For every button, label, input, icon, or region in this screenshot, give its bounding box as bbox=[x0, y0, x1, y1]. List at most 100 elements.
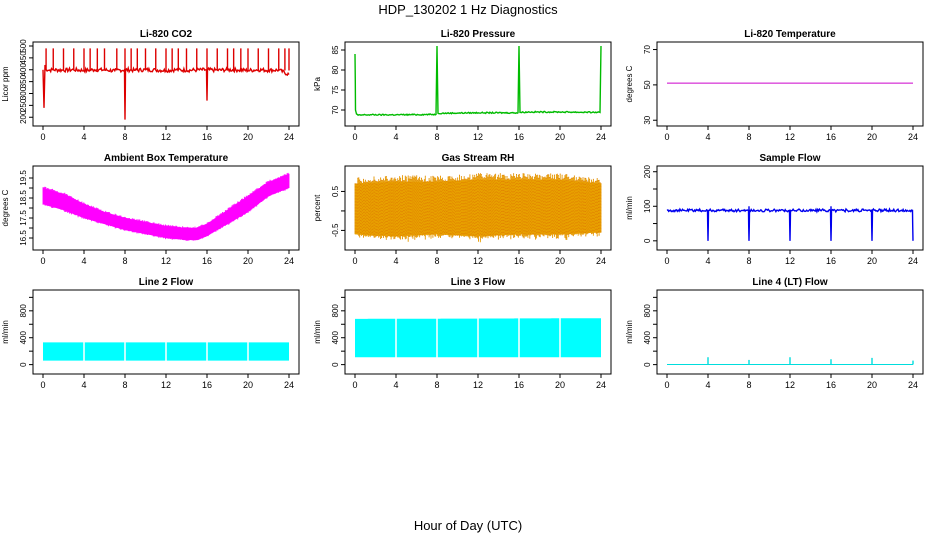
x-tick-label: 4 bbox=[81, 380, 86, 390]
x-tick-label: 4 bbox=[705, 132, 710, 142]
data-layer bbox=[354, 173, 602, 243]
y-tick-label: 200 bbox=[643, 165, 652, 179]
y-tick-label: 30 bbox=[643, 115, 652, 124]
x-tick-label: 8 bbox=[746, 132, 751, 142]
y-tick-label: 75 bbox=[331, 85, 340, 94]
y-axis-label: degrees C bbox=[625, 65, 634, 102]
x-tick-label: 0 bbox=[352, 380, 357, 390]
x-tick-label: 16 bbox=[202, 132, 212, 142]
y-axis-label: degrees C bbox=[1, 189, 10, 226]
x-tick-label: 20 bbox=[243, 132, 253, 142]
x-tick-label: 4 bbox=[705, 256, 710, 266]
y-tick-label: 100 bbox=[643, 199, 652, 213]
x-tick-label: 20 bbox=[867, 380, 877, 390]
y-axis-label: ml/min bbox=[625, 196, 634, 220]
y-tick-label: 17.5 bbox=[19, 210, 28, 226]
y-axis-label: ml/min bbox=[313, 320, 322, 344]
y-tick-label: 200 bbox=[19, 110, 28, 124]
y-tick-label: 400 bbox=[643, 330, 652, 344]
data-noise-texture bbox=[354, 173, 602, 243]
x-tick-label: 4 bbox=[393, 256, 398, 266]
x-tick-label: 0 bbox=[664, 256, 669, 266]
y-tick-label: 800 bbox=[331, 304, 340, 318]
x-tick-label: 0 bbox=[40, 380, 45, 390]
x-tick-label: 8 bbox=[434, 132, 439, 142]
y-tick-label: 450 bbox=[19, 51, 28, 65]
data-line bbox=[666, 207, 914, 241]
y-tick-label: 400 bbox=[331, 330, 340, 344]
y-tick-label: 0 bbox=[331, 362, 340, 367]
panel-title: Li-820 Temperature bbox=[744, 29, 836, 40]
x-tick-label: 24 bbox=[596, 380, 606, 390]
data-layer bbox=[667, 357, 914, 365]
plot-frame bbox=[656, 41, 924, 127]
y-tick-label: 400 bbox=[19, 330, 28, 344]
y-tick-label: 800 bbox=[643, 304, 652, 318]
data-noise bbox=[42, 172, 290, 241]
x-tick-label: 24 bbox=[908, 256, 918, 266]
x-tick-label: 24 bbox=[596, 256, 606, 266]
y-tick-label: 19.5 bbox=[19, 170, 28, 186]
data-layer bbox=[42, 48, 290, 120]
x-tick-label: 4 bbox=[705, 380, 710, 390]
panel-8: Line 3 Flow ml/min 0 4 8 12 16 20 24 0 400 800 bbox=[313, 277, 612, 390]
x-tick-label: 0 bbox=[40, 132, 45, 142]
y-tick-label: 18.5 bbox=[19, 190, 28, 206]
x-tick-label: 4 bbox=[81, 132, 86, 142]
x-tick-label: 0 bbox=[40, 256, 45, 266]
y-axis-label: percent bbox=[313, 194, 322, 221]
y-tick-label: 0.5 bbox=[331, 185, 340, 197]
x-tick-label: 8 bbox=[746, 380, 751, 390]
panel-title: Sample Flow bbox=[759, 153, 820, 164]
y-tick-label: 350 bbox=[19, 74, 28, 88]
x-tick-label: 20 bbox=[243, 380, 253, 390]
panel-7: Line 2 Flow ml/min 0 4 8 12 16 20 24 0 400 800 bbox=[1, 277, 300, 390]
y-tick-label: 0 bbox=[643, 238, 652, 243]
x-tick-label: 8 bbox=[434, 380, 439, 390]
panel-title: Gas Stream RH bbox=[442, 153, 515, 164]
data-layer bbox=[666, 206, 914, 241]
y-axis-label: Licor ppm bbox=[1, 66, 10, 101]
y-tick-label: 70 bbox=[331, 105, 340, 114]
x-tick-label: 20 bbox=[867, 132, 877, 142]
x-tick-label: 12 bbox=[473, 132, 483, 142]
panel-title: Line 2 Flow bbox=[139, 277, 194, 288]
panel-5: Gas Stream RH percent 0 4 8 12 16 20 24 -0.5 0.5 bbox=[313, 153, 612, 266]
x-tick-label: 24 bbox=[284, 380, 294, 390]
y-tick-label: 70 bbox=[643, 45, 652, 54]
x-tick-label: 8 bbox=[434, 256, 439, 266]
x-tick-label: 4 bbox=[81, 256, 86, 266]
x-tick-label: 8 bbox=[122, 132, 127, 142]
data-line bbox=[354, 45, 602, 117]
x-tick-label: 12 bbox=[785, 132, 795, 142]
panel-title: Line 4 (LT) Flow bbox=[752, 277, 828, 288]
panel-2: Li-820 Pressure kPa 0 4 8 12 16 20 24 70 75 80 85 bbox=[313, 29, 612, 142]
x-tick-label: 4 bbox=[393, 380, 398, 390]
data-layer bbox=[354, 45, 602, 117]
y-tick-label: 800 bbox=[19, 304, 28, 318]
x-tick-label: 20 bbox=[867, 256, 877, 266]
x-tick-label: 8 bbox=[746, 256, 751, 266]
data-layer bbox=[355, 291, 601, 373]
x-tick-label: 20 bbox=[243, 256, 253, 266]
y-tick-label: 80 bbox=[331, 65, 340, 74]
x-tick-label: 12 bbox=[473, 256, 483, 266]
y-tick-label: 250 bbox=[19, 98, 28, 112]
x-tick-label: 12 bbox=[161, 256, 171, 266]
y-axis-label: ml/min bbox=[1, 320, 10, 344]
x-tick-label: 8 bbox=[122, 256, 127, 266]
x-tick-label: 24 bbox=[284, 132, 294, 142]
x-tick-label: 16 bbox=[514, 132, 524, 142]
y-tick-label: 0 bbox=[19, 362, 28, 367]
x-tick-label: 16 bbox=[202, 256, 212, 266]
x-tick-label: 12 bbox=[785, 256, 795, 266]
y-tick-label: -0.5 bbox=[331, 223, 340, 237]
panel-3: Li-820 Temperature degrees C 0 4 8 12 16 20 24 30… bbox=[625, 29, 924, 142]
panel-title: Line 3 Flow bbox=[451, 277, 506, 288]
x-tick-label: 24 bbox=[908, 132, 918, 142]
x-tick-label: 4 bbox=[393, 132, 398, 142]
x-tick-label: 12 bbox=[161, 132, 171, 142]
figure-x-axis-label: Hour of Day (UTC) bbox=[413, 518, 523, 533]
panel-title: Ambient Box Temperature bbox=[104, 153, 229, 164]
